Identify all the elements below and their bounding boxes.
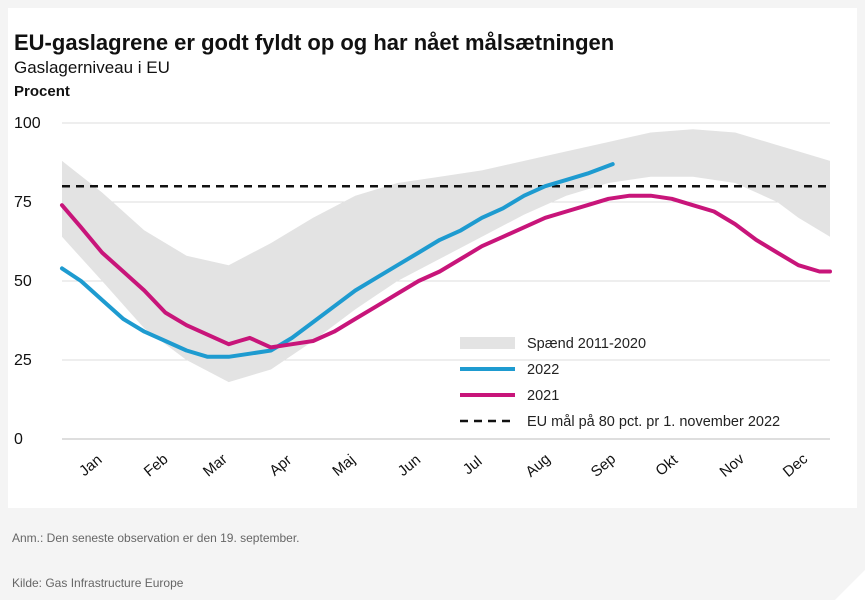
legend-label-3: 2021 [527,388,559,404]
series-line-2021 [60,193,832,350]
x-tick-label-Feb: Feb [141,451,172,481]
legend-label-4: EU mål på 80 pct. pr 1. november 2022 [527,414,780,430]
legend-label-1: Spænd 2011-2020 [527,336,646,352]
y-tick-label-75: 75 [14,194,32,211]
legend-label-2: 2022 [527,362,559,378]
y-tick-label-100: 100 [14,115,41,132]
x-tick-label-Mar: Mar [200,451,231,481]
legend-swatch-band [460,337,515,349]
chart-subtitle: Gaslagerniveau i EU [14,58,170,77]
x-tick-label-Aug: Aug [522,450,553,480]
y-axis-label: Procent [14,83,70,100]
page-corner [835,570,865,600]
x-tick-label-Okt: Okt [652,451,681,480]
x-tick-label-Jun: Jun [395,451,424,480]
y-tick-label-25: 25 [14,352,32,369]
footnote: Anm.: Den seneste observation er den 19.… [12,531,300,545]
y-tick-label-0: 0 [14,431,23,448]
source-note: Kilde: Gas Infrastructure Europe [12,576,184,590]
x-tick-label-Maj: Maj [329,451,358,480]
x-tick-label-Dec: Dec [780,450,812,480]
x-tick-label-Apr: Apr [266,452,295,480]
range-band-area [62,129,830,383]
x-tick-label-Jul: Jul [460,453,486,478]
chart-title: EU-gaslagrene er godt fyldt op og har nå… [14,30,615,55]
series-line-2022 [60,162,615,359]
y-tick-label-50: 50 [14,273,32,290]
x-tick-label-Nov: Nov [716,450,748,480]
x-tick-label-Jan: Jan [76,451,105,480]
x-tick-label-Sep: Sep [588,450,619,480]
